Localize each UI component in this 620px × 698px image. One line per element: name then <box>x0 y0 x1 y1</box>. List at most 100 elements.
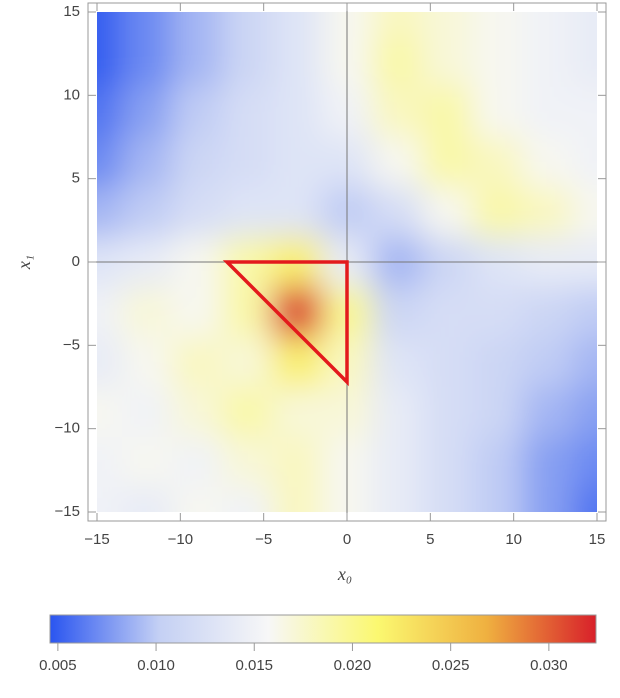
colorbar-tick-label: 0.015 <box>235 657 273 674</box>
heatmap-cell <box>272 12 323 38</box>
heatmap-cell <box>472 87 523 138</box>
heatmap-cell <box>272 187 323 238</box>
heatmap-cell <box>422 87 473 138</box>
heatmap-cell <box>572 187 597 238</box>
heatmap-cell <box>372 287 423 338</box>
heatmap-cell <box>472 487 523 512</box>
heatmap-cell <box>122 137 173 188</box>
heatmap-cell <box>372 387 423 438</box>
heatmap-cell <box>522 337 573 388</box>
heatmap-cell <box>472 387 523 438</box>
x-tick-label: 5 <box>426 531 434 548</box>
heatmap-cell <box>222 387 273 438</box>
y-tick-label: 0 <box>72 253 80 270</box>
heatmap-cell <box>422 37 473 88</box>
heatmap-cell <box>572 337 597 388</box>
heatmap-cell <box>522 287 573 338</box>
heatmap <box>97 12 597 512</box>
heatmap-cell <box>572 437 597 488</box>
heatmap-cell <box>122 87 173 138</box>
heatmap-cell <box>522 187 573 238</box>
heatmap-cell <box>372 187 423 238</box>
heatmap-cell <box>372 87 423 138</box>
heatmap-cell <box>97 187 123 238</box>
heatmap-cell <box>172 287 223 338</box>
heatmap-cell <box>172 12 223 38</box>
heatmap-cell <box>422 137 473 188</box>
plot-area <box>97 12 597 512</box>
heatmap-cell <box>222 487 273 512</box>
heatmap-cell <box>97 12 123 38</box>
colorbar <box>49 614 597 644</box>
x-tick-label: 15 <box>589 531 606 548</box>
heatmap-cell <box>372 337 423 388</box>
heatmap-cell <box>172 387 223 438</box>
heatmap-cell <box>372 437 423 488</box>
heatmap-cell <box>272 287 323 338</box>
region-outline <box>222 260 349 387</box>
heatmap-cell <box>572 137 597 188</box>
colorbar-tick-label: 0.005 <box>39 657 77 674</box>
heatmap-cell <box>472 137 523 188</box>
heatmap-cell <box>372 37 423 88</box>
heatmap-cell <box>122 437 173 488</box>
heatmap-cell <box>172 187 223 238</box>
heatmap-cell <box>172 337 223 388</box>
heatmap-cell <box>272 87 323 138</box>
heatmap-cell <box>222 12 273 38</box>
heatmap-cell <box>422 487 473 512</box>
heatmap-cell <box>122 287 173 338</box>
heatmap-cell <box>172 487 223 512</box>
heatmap-cell <box>97 137 123 188</box>
colorbar-tick-label: 0.010 <box>137 657 175 674</box>
y-tick-label: 15 <box>63 3 80 20</box>
heatmap-cell <box>122 387 173 438</box>
heatmap-cell <box>222 37 273 88</box>
heatmap-cell <box>122 487 173 512</box>
y-axis-label: x₁ <box>14 255 34 270</box>
heatmap-cell <box>422 187 473 238</box>
heatmap-cell <box>472 187 523 238</box>
heatmap-cell <box>222 87 273 138</box>
heatmap-cell <box>372 487 423 512</box>
heatmap-cell <box>172 137 223 188</box>
heatmap-cell <box>572 287 597 338</box>
heatmap-cell <box>472 287 523 338</box>
heatmap-cell <box>172 37 223 88</box>
heatmap-cell <box>272 337 323 388</box>
heatmap-cell <box>522 137 573 188</box>
y-tick-label: −10 <box>55 420 80 437</box>
colorbar-tick-label: 0.025 <box>432 657 470 674</box>
heatmap-cell <box>97 337 123 388</box>
heatmap-cell <box>97 387 123 438</box>
heatmap-cell <box>472 337 523 388</box>
heatmap-cell <box>172 87 223 138</box>
colorbar-tick-label: 0.030 <box>530 657 568 674</box>
heatmap-cell <box>122 337 173 388</box>
heatmap-cell <box>522 437 573 488</box>
heatmap-cell <box>222 187 273 238</box>
x-tick-label: −10 <box>168 531 193 548</box>
colorbar-tick-label: 0.020 <box>334 657 372 674</box>
heatmap-cell <box>97 487 123 512</box>
heatmap-cell <box>97 287 123 338</box>
x-tick-label: −5 <box>255 531 272 548</box>
heatmap-cell <box>372 137 423 188</box>
heatmap-cell <box>97 37 123 88</box>
x-tick-label: 10 <box>505 531 522 548</box>
heatmap-cell <box>422 287 473 338</box>
heatmap-cell <box>572 387 597 438</box>
heatmap-cell <box>522 487 573 512</box>
heatmap-cell <box>272 137 323 188</box>
heatmap-cell <box>222 437 273 488</box>
heatmap-cell <box>522 12 573 38</box>
heatmap-cell <box>272 487 323 512</box>
x-axis-label: x₀ <box>337 564 352 584</box>
heatmap-cell <box>372 12 423 38</box>
heatmap-cell <box>472 37 523 88</box>
heatmap-cell <box>522 387 573 438</box>
x-tick-label: 0 <box>343 531 351 548</box>
heatmap-cell <box>472 12 523 38</box>
heatmap-cell <box>572 37 597 88</box>
